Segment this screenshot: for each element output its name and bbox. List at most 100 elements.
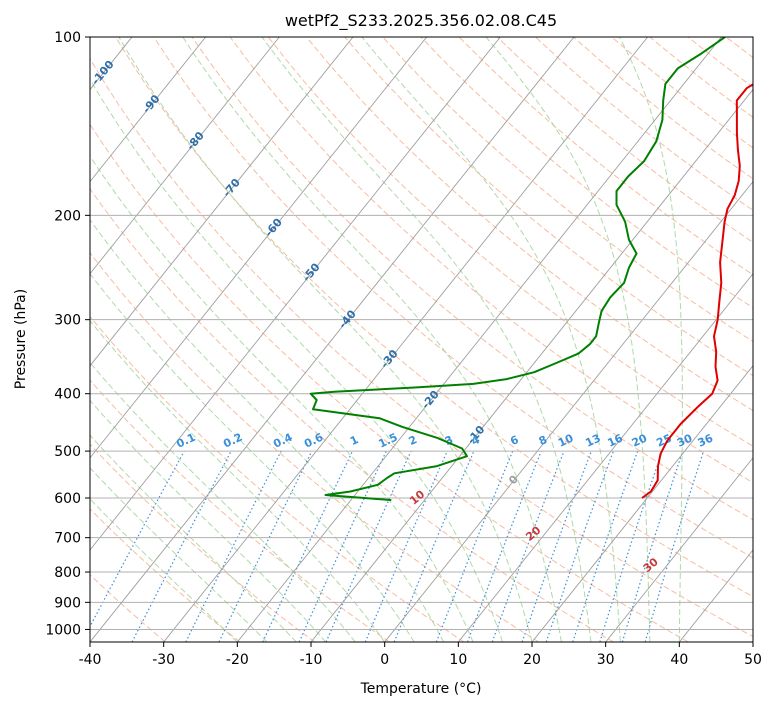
mixing-ratio-label: 2 [407,433,419,448]
mixing-ratio-line [90,450,185,628]
x-tick-label: 20 [523,652,541,668]
x-tick-label: 30 [597,652,615,668]
dry-adiabat-line [90,573,166,642]
moist-adiabat-line [90,218,445,642]
dry-adiabat-line [115,37,753,598]
dry-adiabat-line [90,508,241,642]
mixing-ratio-label: 1.5 [376,431,399,451]
x-axis-label: Temperature (°C) [360,681,482,697]
chart-title: wetPf2_S233.2025.356.02.08.C45 [285,11,557,31]
y-axis: 100 200 300 400 500 600 700 800 900 1000 [45,30,90,638]
dry-adiabat-line [90,188,614,642]
isotherm-line [384,180,753,642]
dry-adiabat-line [90,123,689,642]
mixing-ratio-line [466,450,542,642]
mixing-ratio-line [131,450,232,642]
mixing-ratio-line [572,450,639,642]
mixing-ratio-line [185,450,282,642]
dry-adiabat-line [725,37,753,59]
plot-frame [89,36,754,643]
isotherm-line [236,37,722,642]
dry-adiabat-line [649,37,753,118]
isotherm-line [90,37,354,367]
isotherm-line [531,365,753,642]
moist-adiabat-line [90,273,415,642]
mixing-ratio-line [621,450,684,642]
dry-adiabat-line [306,37,753,412]
x-tick-label: -20 [226,652,249,668]
isotherm-label: -60 [262,216,285,240]
x-axis: -40 -30 -20 -10 0 10 20 30 40 50 [79,642,762,668]
isotherm-label: -100 [89,58,117,88]
mixing-ratio-line [545,450,614,642]
dry-adiabat-line [382,37,753,343]
isotherm-line [605,457,753,642]
moist-adiabat-line [618,37,683,642]
dry-adiabat-label: 10 [407,488,427,508]
x-tick-label: 50 [744,652,762,668]
isotherm-label: -30 [378,347,401,371]
dry-adiabat-label: 40 [759,583,775,603]
x-tick-label: 40 [670,652,688,668]
isotherm-label: -50 [300,260,323,284]
isotherm-line [752,641,753,642]
x-tick-label: -10 [300,652,323,668]
isotherm-line [310,88,753,642]
mixing-ratio-label: 16 [606,431,626,449]
isotherm-label: -40 [336,307,359,331]
dry-adiabat-line [267,37,753,447]
isotherm-line [90,37,280,275]
temperature-profile-line [641,83,753,499]
isotherm-line [0,37,58,642]
moist-adiabat-line [361,37,621,642]
moist-adiabat-line [182,37,562,642]
isotherm-line [90,37,501,551]
dry-adiabat-line [535,37,753,211]
isotherm-label: 0 [506,473,521,487]
dry-adiabat-line [687,37,753,88]
x-tick-label: -30 [152,652,175,668]
y-tick-label: 500 [54,444,81,460]
mixing-ratio-label: 25 [654,432,673,450]
isotherm-line [90,37,428,459]
isotherm-label: -90 [140,92,163,116]
mixing-ratio-line [491,450,565,642]
mixing-ratio-line [218,450,313,642]
isotherm-line [457,272,753,642]
background-lines [0,37,775,642]
dry-adiabat-line [611,37,753,149]
mixing-ratio-label: 10 [556,431,576,449]
dry-adiabat-line [344,37,753,377]
moist-adiabat-line [90,467,268,642]
mixing-ratio-label: 13 [583,432,602,450]
dry-adiabat-line [764,37,775,642]
dewpoint-profile-line [309,37,726,502]
mixing-ratio-line [435,450,514,642]
moist-adiabat-line [90,399,327,642]
y-tick-label: 100 [54,30,81,46]
dry-adiabat-line [90,315,465,642]
mixing-ratio-label: 6 [508,433,521,448]
isotherm-line [678,549,753,642]
y-tick-label: 300 [54,313,81,329]
moist-adiabat-line [90,78,503,642]
mixing-ratio-label: 1 [348,433,360,448]
mixing-ratio-label: 30 [675,431,695,449]
dry-adiabat-line [90,443,315,642]
y-tick-label: 700 [54,531,81,547]
mixing-ratio-label: 0.4 [271,430,294,450]
x-tick-label: 10 [449,652,467,668]
pressure-grid [90,37,753,630]
moist-adiabat-line [90,498,238,642]
dry-adiabat-line [153,37,753,559]
y-axis-label: Pressure (hPa) [13,289,29,389]
dry-adiabat-label: 20 [523,523,543,543]
mixing-ratio-label: 0.1 [174,431,197,451]
y-tick-label: 900 [54,595,81,611]
isotherm-line [90,37,207,183]
dry-adiabat-line [573,37,753,180]
dry-adiabat-line [191,37,753,521]
moist-adiabat-line [90,361,356,642]
mixing-ratio-line [599,450,663,642]
